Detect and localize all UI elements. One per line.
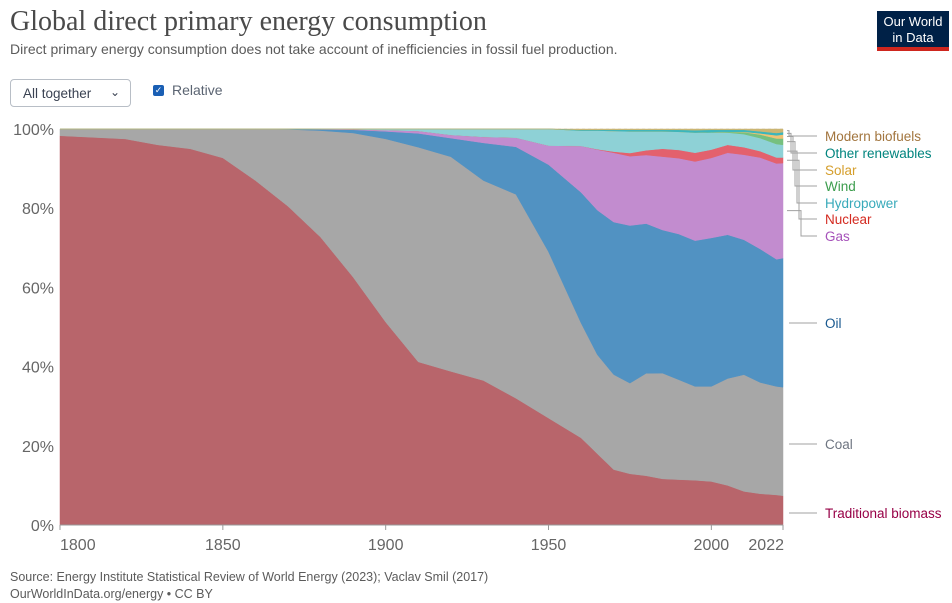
legend-label: Wind <box>825 179 856 194</box>
relative-checkbox[interactable]: ✓ <box>153 85 164 96</box>
relative-checkbox-label[interactable]: Relative <box>172 82 223 98</box>
y-tick-label: 80% <box>22 201 54 218</box>
legend-item-other-renewables[interactable]: Other renewables <box>787 132 932 161</box>
x-tick-label: 1900 <box>368 537 404 554</box>
legend-label: Coal <box>825 437 853 452</box>
legend: Modern biofuels Other renewables SolarWind… <box>787 129 942 521</box>
y-tick-label: 40% <box>22 360 54 377</box>
legend-connector <box>787 150 817 204</box>
legend-label: Gas <box>825 229 850 244</box>
legend-label: Hydropower <box>825 196 898 211</box>
legend-label: Other renewables <box>825 146 932 161</box>
stacked-areas <box>59 128 784 526</box>
y-tick-label: 0% <box>31 518 54 535</box>
x-tick-label: 2022 <box>748 537 784 554</box>
legend-connector <box>787 132 817 154</box>
legend-item-nuclear[interactable]: Nuclear <box>787 159 872 227</box>
y-tick-label: 100% <box>13 122 54 139</box>
chart-subtitle: Direct primary energy consumption does n… <box>10 41 618 57</box>
axes: 0% 20% 40% 60% 80% 100% 1800 1850 1900 1950 2000 20… <box>13 122 784 554</box>
owid-logo[interactable]: Our World in Data <box>877 11 949 51</box>
x-tick-label: 1850 <box>205 537 241 554</box>
legend-item-gas[interactable]: Gas <box>787 210 850 244</box>
y-tick-label: 20% <box>22 439 54 456</box>
chevron-down-icon: ⌄ <box>109 85 120 99</box>
stacking-dropdown-label: All together <box>23 86 92 101</box>
legend-connector <box>787 141 817 187</box>
legend-label: Modern biofuels <box>825 129 921 144</box>
area-modern-biofuels[interactable] <box>60 128 784 134</box>
legend-item-hydropower[interactable]: Hydropower <box>787 150 898 211</box>
legend-label: Solar <box>825 163 857 178</box>
legend-label: Nuclear <box>825 212 872 227</box>
x-tick-label: 1950 <box>531 537 567 554</box>
legend-item-oil[interactable]: Oil <box>789 316 842 331</box>
x-tick-label: 1800 <box>60 537 96 554</box>
y-tick-label: 60% <box>22 280 54 297</box>
legend-connector <box>787 159 817 220</box>
legend-item-solar[interactable]: Solar <box>787 136 857 178</box>
source-note: Source: Energy Institute Statistical Rev… <box>10 570 489 584</box>
legend-item-traditional-biomass[interactable]: Traditional biomass <box>789 506 942 521</box>
footer-link[interactable]: OurWorldInData.org/energy • CC BY <box>10 587 213 601</box>
stacking-dropdown[interactable]: All together ⌄ <box>10 79 131 107</box>
chart-title: Global direct primary energy consumption <box>10 6 487 37</box>
legend-item-coal[interactable]: Coal <box>789 437 853 452</box>
legend-label: Oil <box>825 316 842 331</box>
logo-line-2: in Data <box>892 30 934 45</box>
legend-label: Traditional biomass <box>825 506 942 521</box>
logo-line-1: Our World <box>883 14 943 29</box>
legend-connector <box>787 136 817 171</box>
legend-item-modern-biofuels[interactable]: Modern biofuels <box>787 129 921 144</box>
legend-connector <box>787 210 817 237</box>
legend-item-wind[interactable]: Wind <box>787 141 856 194</box>
x-tick-label: 2000 <box>694 537 730 554</box>
